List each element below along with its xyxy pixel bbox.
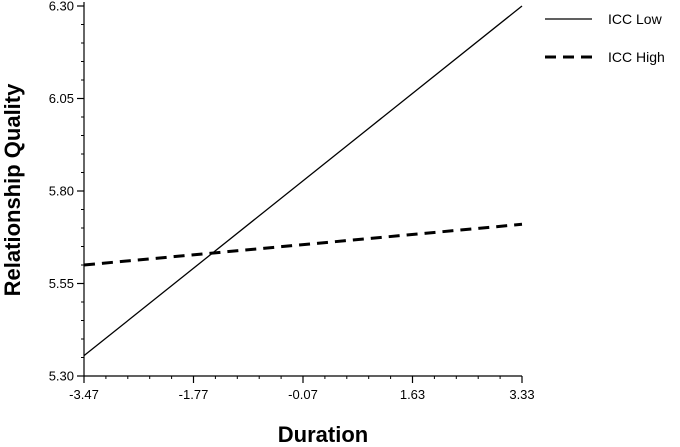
x-tick-label: -0.07 xyxy=(288,387,318,402)
series-line-icc-low xyxy=(83,5,523,357)
x-axis-title: Duration xyxy=(278,422,368,447)
series-layer xyxy=(83,5,523,357)
y-axis-title: Relationship Quality xyxy=(0,83,25,296)
legend-label-icc-high: ICC High xyxy=(608,49,665,65)
y-tick-label: 6.05 xyxy=(49,91,74,106)
x-tick-label: -3.47 xyxy=(69,387,99,402)
y-tick-label: 5.80 xyxy=(49,184,74,199)
y-tick-label: 5.30 xyxy=(49,369,74,384)
y-tick-label: 5.55 xyxy=(49,276,74,291)
series-line-icc-high xyxy=(83,222,523,267)
x-tick-label: 1.63 xyxy=(400,387,425,402)
x-axis-ticks: -3.47 -1.77 -0.07 1.63 3.33 xyxy=(69,376,535,402)
y-axis-ticks: 5.30 5.55 5.80 6.05 6.30 xyxy=(49,0,84,384)
x-tick-label: -1.77 xyxy=(179,387,209,402)
x-tick-label: 3.33 xyxy=(509,387,534,402)
legend: ICC Low ICC High xyxy=(545,11,665,65)
legend-label-icc-low: ICC Low xyxy=(608,11,663,27)
y-tick-label: 6.30 xyxy=(49,0,74,14)
